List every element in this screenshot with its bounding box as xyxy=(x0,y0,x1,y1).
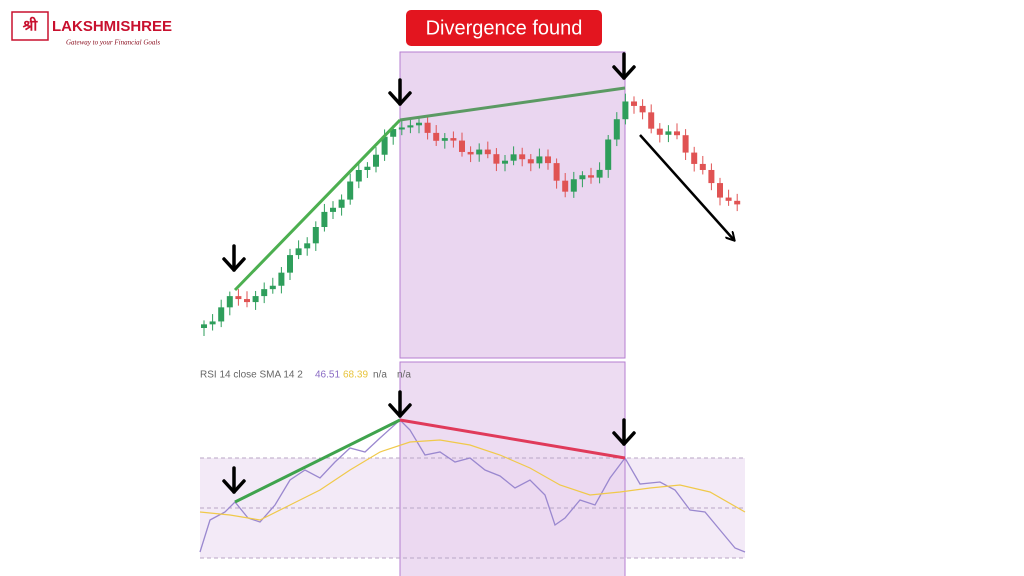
candle xyxy=(424,122,431,133)
logo-box xyxy=(0,0,170,55)
candle xyxy=(545,156,551,164)
banner-text: Divergence found xyxy=(426,17,583,39)
rsi-trend-line xyxy=(234,418,401,504)
down-arrow-head xyxy=(222,257,246,272)
candle xyxy=(287,255,293,273)
down-arrow-head xyxy=(612,431,636,446)
candle xyxy=(244,299,250,303)
logo-script: श्री xyxy=(22,17,39,35)
candle xyxy=(596,169,603,178)
candle xyxy=(304,243,311,249)
candle xyxy=(502,160,508,164)
rsi-line xyxy=(199,419,746,553)
down-arrow-head xyxy=(388,91,412,106)
candle xyxy=(218,307,225,322)
candle xyxy=(553,163,560,181)
candle xyxy=(699,163,706,170)
candle xyxy=(562,180,569,192)
candle xyxy=(613,119,620,140)
sma-line xyxy=(199,439,746,521)
candle xyxy=(631,101,637,106)
candle xyxy=(588,175,594,178)
logo-frame xyxy=(11,11,49,41)
sma-value: 68.39 xyxy=(343,370,368,381)
rsi-lines xyxy=(199,419,746,553)
candle xyxy=(373,154,379,167)
markers xyxy=(222,52,636,494)
candle xyxy=(734,200,741,205)
candle xyxy=(656,128,663,135)
candle xyxy=(708,169,715,184)
logo-name: LAKSHMISHREE xyxy=(52,18,172,35)
candle xyxy=(467,151,474,155)
candle xyxy=(269,285,276,290)
candle xyxy=(407,125,414,128)
na-value: n/a xyxy=(397,370,411,381)
down-arrow-head xyxy=(612,65,636,80)
candle xyxy=(295,248,302,256)
candle xyxy=(209,321,216,325)
rsi-trend-line xyxy=(399,418,626,460)
candle xyxy=(682,135,689,153)
candles xyxy=(201,93,741,336)
candle xyxy=(691,152,698,164)
candle xyxy=(441,138,448,141)
candle xyxy=(519,154,526,160)
candle xyxy=(648,112,655,129)
candle xyxy=(235,296,242,300)
logo-tagline: Gateway to your Financial Goals xyxy=(66,39,160,47)
candle xyxy=(579,175,586,180)
rsi-value: 46.51 xyxy=(315,370,340,381)
candle xyxy=(725,197,732,201)
candle xyxy=(605,139,612,170)
candle xyxy=(536,156,543,164)
candle xyxy=(312,227,319,244)
candle xyxy=(527,159,534,164)
candle xyxy=(639,105,646,113)
divergence-zone xyxy=(399,361,626,576)
rsi-label: RSI 14 close SMA 14 2 xyxy=(200,370,303,381)
candle xyxy=(433,132,440,141)
banner-box xyxy=(406,10,602,46)
candle xyxy=(330,207,336,212)
candle xyxy=(381,136,388,155)
candle xyxy=(278,272,285,286)
candle xyxy=(459,140,465,152)
candle xyxy=(450,138,457,141)
candle xyxy=(321,211,328,228)
candle xyxy=(416,122,422,126)
candle xyxy=(484,149,491,155)
down-arrow-head xyxy=(388,403,412,418)
candle xyxy=(476,149,483,155)
candle xyxy=(510,154,517,161)
divergence-zone xyxy=(399,51,626,359)
candle xyxy=(674,131,680,136)
candle xyxy=(493,154,500,164)
candle xyxy=(252,296,259,303)
candle xyxy=(665,131,672,135)
down-arrow-head xyxy=(222,479,246,494)
na-value: n/a xyxy=(373,370,387,381)
candle xyxy=(347,181,354,200)
candle xyxy=(355,170,362,182)
candle xyxy=(226,296,233,308)
candle xyxy=(364,166,371,171)
candle xyxy=(261,289,268,297)
candle xyxy=(570,179,577,192)
candle xyxy=(398,127,405,130)
candle xyxy=(338,199,345,208)
downtrend-arrow xyxy=(639,134,734,240)
candle xyxy=(390,129,397,137)
candle xyxy=(622,101,629,120)
trend-line xyxy=(399,86,626,122)
candle xyxy=(201,324,207,328)
trend-line xyxy=(233,118,402,292)
candle xyxy=(717,183,723,198)
